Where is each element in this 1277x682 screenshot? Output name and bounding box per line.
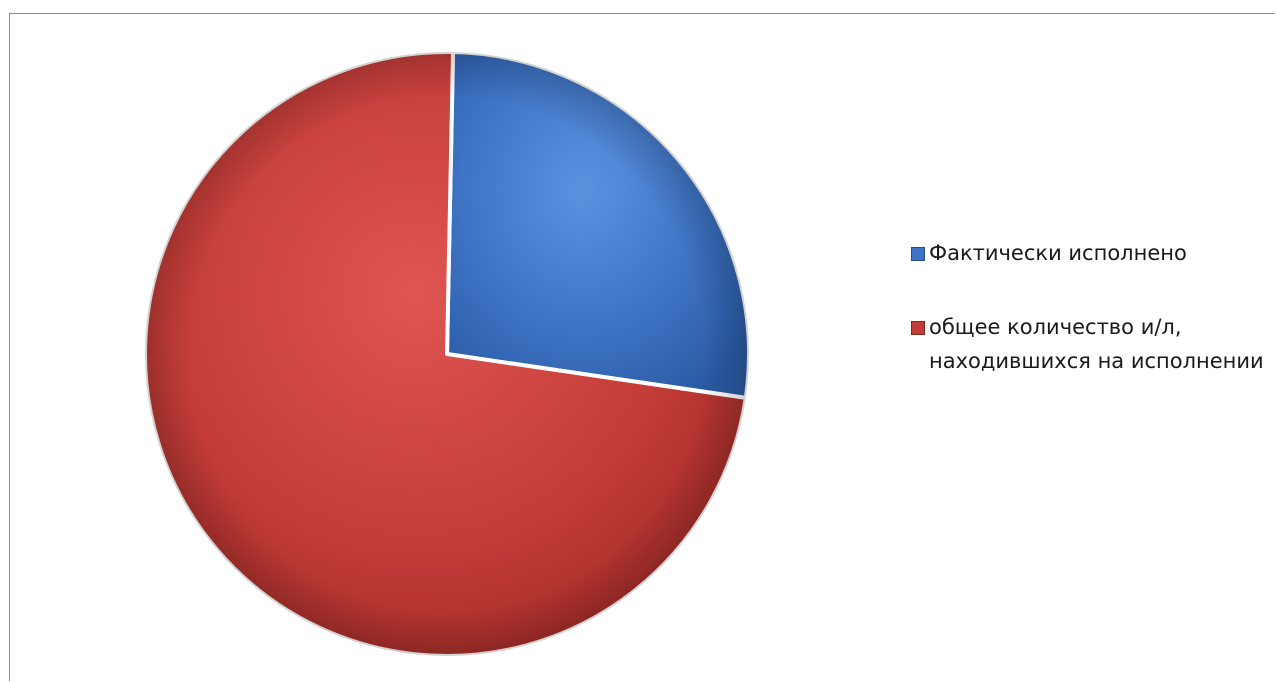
legend-item-fact: Фактически исполнено [905,236,1275,270]
legend-label: общее количество и/л, находившихся на ис… [929,315,1264,373]
pie-slice-0 [445,50,751,400]
legend-swatch-red [911,321,925,335]
legend-swatch-blue [911,247,925,261]
legend-item-total: общее количество и/л, находившихся на ис… [905,310,1275,378]
chart-legend: Фактически исполнено общее количество и/… [905,236,1275,378]
legend-label: Фактически исполнено [929,241,1187,265]
chart-area: Фактически исполнено общее количество и/… [9,13,1275,681]
